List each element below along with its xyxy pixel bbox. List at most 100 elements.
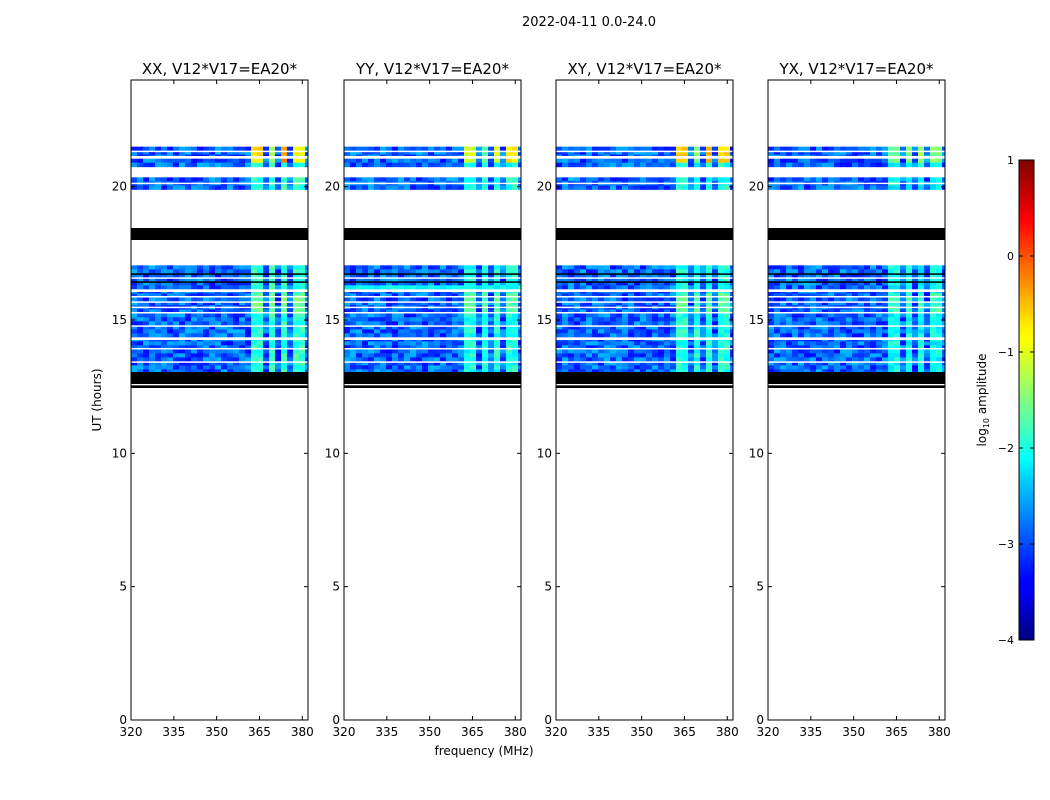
panel-3: XY, V12*V17=EA20* 320 335 350 365 380 0 5 10 15 20 [537, 60, 739, 739]
colorbar-gradient [1018, 159, 1035, 641]
y-tick-label: 10 [325, 446, 340, 460]
flag-gap [344, 301, 521, 303]
x-tick-label: 350 [630, 725, 653, 739]
y-tick-label: 20 [325, 180, 340, 194]
y-tick-label: 15 [537, 313, 552, 327]
flag-gap [556, 337, 733, 340]
y-tick-label: 20 [112, 180, 127, 194]
flag-gap [131, 361, 308, 363]
y-tick-label: 0 [544, 713, 552, 727]
flagged-band [131, 372, 308, 384]
flagged-band [344, 273, 521, 275]
flag-gap [768, 182, 945, 185]
x-tick-label: 350 [205, 725, 228, 739]
y-tick-label: 15 [112, 313, 127, 327]
x-tick-label: 335 [375, 725, 398, 739]
panel-1: XX, V12*V17=EA20* 320 335 350 365 380 0 5 10 15 20 [112, 60, 314, 739]
y-tick-label: 15 [325, 313, 340, 327]
flag-gap [556, 348, 733, 350]
colorbar-tick-label: −4 [998, 634, 1014, 647]
flag-gap [344, 296, 521, 298]
flag-gap [768, 306, 945, 309]
x-tick-label: 365 [885, 725, 908, 739]
flag-gap [131, 325, 308, 327]
flag-gap [344, 277, 521, 279]
colorbar-tick-label: −3 [998, 538, 1014, 551]
flagged-band [768, 273, 945, 275]
flag-gap [768, 289, 945, 292]
flag-gap [344, 182, 521, 185]
plot-area [556, 80, 733, 720]
flag-gap [344, 312, 521, 314]
plot-area [131, 80, 308, 720]
flagged-band [556, 385, 733, 388]
y-tick-label: 5 [119, 580, 127, 594]
y-tick-label: 20 [749, 180, 764, 194]
flag-gap [768, 277, 945, 279]
flagged-band [344, 372, 521, 384]
colorbar-tick-label: 0 [1007, 250, 1014, 263]
flag-gap [556, 150, 733, 153]
flag-gap [556, 325, 733, 327]
flagged-band [556, 281, 733, 283]
x-tick-label: 335 [799, 725, 822, 739]
x-tick-label: 365 [248, 725, 271, 739]
flagged-band [131, 228, 308, 240]
x-tick-label: 320 [333, 725, 356, 739]
colorbar-ticks: 1 0 −1 −2 −3 −4 [998, 154, 1034, 647]
flag-gap [344, 150, 521, 153]
plot-area [344, 80, 521, 720]
colorbar-tick-label: −2 [998, 442, 1014, 455]
colorbar: 1 0 −1 −2 −3 −4 log10 amplitude [975, 154, 1035, 647]
flag-gap [768, 348, 945, 350]
flag-gap [344, 361, 521, 363]
flag-gap [131, 289, 308, 292]
y-tick-label: 0 [332, 713, 340, 727]
y-tick-label: 5 [544, 580, 552, 594]
y-tick-label: 5 [332, 580, 340, 594]
flag-gap [768, 325, 945, 327]
figure-title: 2022-04-11 0.0-24.0 [522, 15, 656, 30]
flag-gap [344, 325, 521, 327]
panels: XX, V12*V17=EA20* 320 335 350 365 380 0 5 10 15 20… [112, 60, 951, 739]
flag-gap [556, 289, 733, 292]
panel-2: YY, V12*V17=EA20* 320 335 350 365 380 0 5 10 15 20 [325, 60, 527, 739]
flagged-band [344, 228, 521, 240]
y-axis-label: UT (hours) [90, 368, 104, 431]
flagged-band [768, 228, 945, 240]
flag-gap [556, 312, 733, 314]
flagged-band [556, 372, 733, 384]
flagged-band [768, 385, 945, 388]
flag-gap [131, 296, 308, 298]
x-tick-label: 380 [291, 725, 314, 739]
flagged-band [556, 228, 733, 240]
flagged-band [768, 372, 945, 384]
flag-gap [131, 312, 308, 314]
plot-frame [555, 79, 734, 721]
flag-gap [131, 182, 308, 185]
y-tick-label: 5 [756, 580, 764, 594]
flag-gap [131, 301, 308, 303]
x-tick-label: 365 [461, 725, 484, 739]
flagged-band [131, 273, 308, 275]
flagged-band [131, 385, 308, 388]
y-tick-label: 10 [537, 446, 552, 460]
x-tick-label: 335 [162, 725, 185, 739]
flag-gap [344, 348, 521, 350]
x-tick-label: 320 [120, 725, 143, 739]
panel-title: YY, V12*V17=EA20* [355, 60, 509, 78]
flag-gap [131, 348, 308, 350]
flag-gap [131, 277, 308, 279]
y-tick-label: 10 [112, 446, 127, 460]
plot-area [768, 80, 945, 720]
flag-gap [131, 150, 308, 153]
x-tick-label: 350 [842, 725, 865, 739]
flag-gap [344, 289, 521, 292]
flag-gap [768, 156, 945, 159]
x-tick-label: 350 [418, 725, 441, 739]
panel-title: XY, V12*V17=EA20* [567, 60, 722, 78]
y-tick-label: 15 [749, 313, 764, 327]
colorbar-tick-label: −1 [998, 346, 1014, 359]
y-tick-label: 0 [756, 713, 764, 727]
